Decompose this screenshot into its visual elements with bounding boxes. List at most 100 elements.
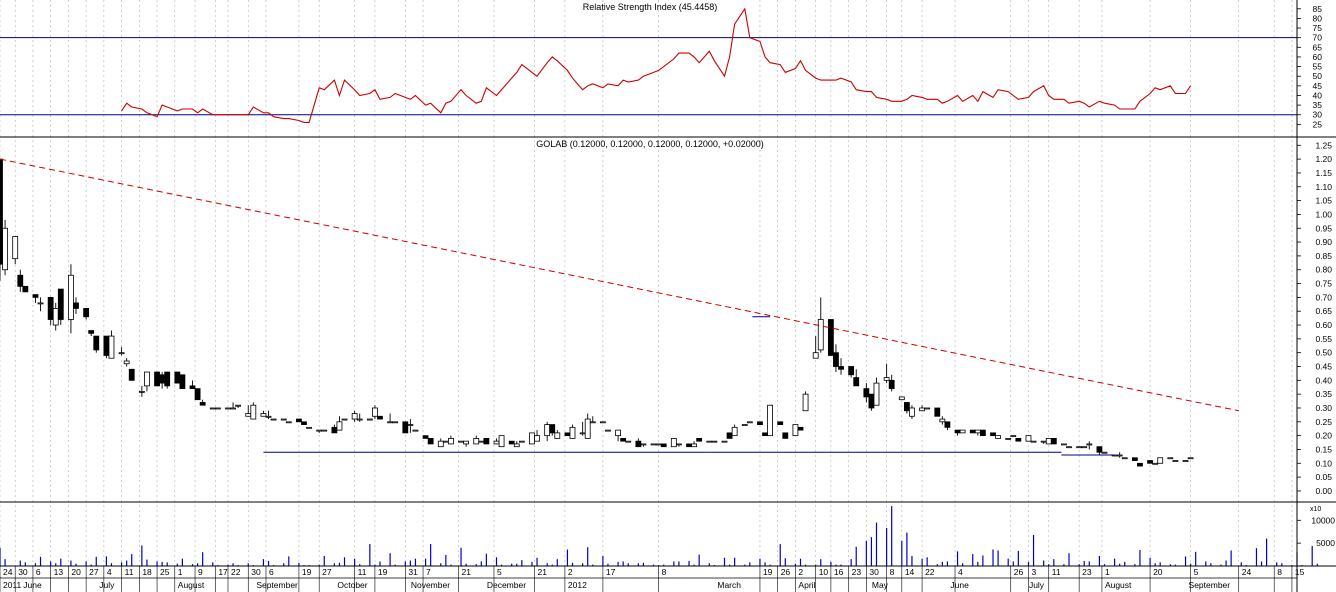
candle: [990, 432, 996, 437]
candle: [17, 269, 24, 292]
candle-body-up: [1121, 457, 1128, 460]
candle: [691, 441, 697, 448]
candle-body-down: [868, 393, 875, 409]
volume-panel: x10: [0, 506, 1321, 566]
candle: [498, 435, 505, 448]
candle: [366, 418, 373, 421]
candle-body-up: [615, 429, 622, 437]
candle-body-up: [463, 440, 470, 445]
candle-body-up: [321, 429, 328, 432]
x-day-label: 19: [763, 567, 773, 577]
candle: [372, 405, 378, 420]
candle-body-up: [245, 413, 252, 417]
x-day-label: 11: [125, 567, 134, 577]
candle-body-up: [448, 438, 454, 445]
rsi-tick-label: 85: [1313, 4, 1323, 14]
rsi-title: Relative Strength Index (45.4458): [583, 2, 718, 12]
x-month-label: June: [23, 580, 42, 590]
candle: [194, 388, 201, 401]
candle: [1147, 460, 1153, 464]
candle: [296, 418, 302, 423]
candle: [1061, 443, 1067, 446]
candle: [686, 443, 692, 448]
candle-body-up: [584, 418, 591, 439]
x-day-label: 19: [378, 567, 388, 577]
x-day-label: 5: [1194, 567, 1199, 577]
x-day-label: 8: [890, 567, 895, 577]
candle: [331, 424, 338, 434]
x-month-label: November: [411, 580, 450, 590]
x-day-label: 6: [269, 567, 274, 577]
candle-body-up: [1116, 454, 1123, 457]
candle-body-up: [285, 421, 292, 424]
candle-body-up: [1081, 446, 1088, 449]
candle: [1010, 435, 1017, 438]
candle-body-up: [1005, 438, 1012, 440]
rsi-tick-label: 40: [1313, 90, 1323, 100]
price-tick-label: 1.15: [1315, 168, 1332, 178]
x-month-label: 2012: [568, 580, 587, 590]
x-month-label: September: [256, 580, 298, 590]
x-day-label: 13: [54, 567, 64, 577]
candle: [833, 344, 839, 373]
candle-body-up: [812, 352, 819, 359]
candle: [564, 432, 571, 437]
candle-body-up: [118, 352, 125, 355]
candle-body-up: [746, 421, 753, 424]
candle: [827, 319, 834, 356]
rsi-panel: Relative Strength Index (45.4458): [0, 2, 1297, 123]
candle: [605, 429, 611, 432]
x-day-label: 25: [160, 567, 170, 577]
candle: [437, 438, 444, 448]
candle-body-down: [189, 385, 196, 390]
candle: [650, 443, 657, 446]
rsi-line: [121, 7, 1192, 123]
candle: [863, 383, 870, 403]
candle-body-up: [1030, 440, 1037, 443]
candle: [387, 413, 394, 424]
candle: [93, 335, 100, 353]
x-day-label: 2: [798, 567, 803, 577]
x-day-label: 30: [869, 567, 879, 577]
candle: [655, 443, 662, 446]
x-day-label: 23: [852, 567, 862, 577]
candle-body-up: [1101, 451, 1108, 454]
x-day-label: 18: [142, 567, 152, 577]
candle-body-up: [108, 335, 115, 359]
candle-body-up: [1025, 435, 1032, 442]
candle: [1187, 457, 1194, 460]
candle: [600, 421, 606, 424]
x-day-label: 9: [198, 567, 203, 577]
candle: [245, 405, 252, 417]
rsi-tick-label: 80: [1313, 13, 1323, 23]
candle-body-down: [427, 438, 434, 445]
candle: [57, 288, 64, 326]
candle-body-up: [316, 429, 323, 432]
x-day-label: 20: [71, 567, 81, 577]
candle: [448, 435, 454, 445]
candle-body-up: [498, 435, 505, 448]
price-tick-label: 0.90: [1315, 237, 1332, 247]
candle-body-up: [706, 440, 713, 443]
candle: [853, 369, 860, 387]
candle: [316, 429, 323, 433]
candle: [1040, 440, 1047, 444]
candle-body-up: [478, 440, 485, 443]
candle: [762, 432, 768, 437]
candle-body-up: [534, 435, 540, 442]
candle: [660, 443, 667, 448]
candle-body-down: [422, 435, 429, 439]
candle: [873, 377, 880, 406]
candle: [37, 297, 44, 312]
candle: [2, 219, 8, 276]
candle: [250, 402, 257, 420]
candle: [301, 421, 307, 425]
candle-body-down: [762, 432, 768, 437]
x-day-label: 3: [1031, 567, 1036, 577]
candle-body-down: [88, 330, 95, 334]
candle: [209, 407, 216, 410]
candle: [159, 372, 166, 389]
candle: [838, 358, 844, 375]
price-tick-label: 0.10: [1315, 458, 1332, 468]
